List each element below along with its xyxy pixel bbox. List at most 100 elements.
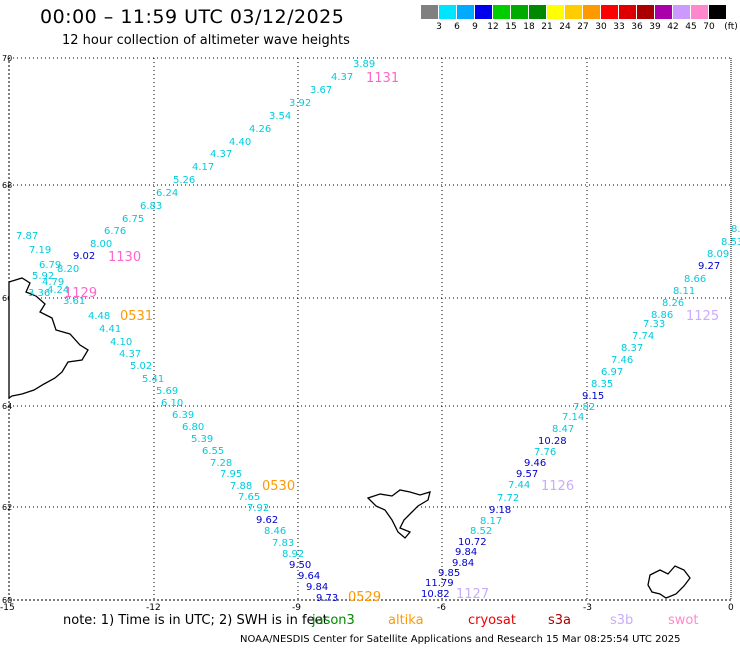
- track-time-label: 0529: [348, 590, 381, 605]
- colorbar-label: 3: [436, 22, 442, 32]
- track-time-label: 1127: [456, 587, 489, 602]
- track-time-label: 1131: [366, 71, 399, 86]
- colorbar-label: 27: [577, 22, 589, 32]
- satellite-legend-s3a: s3a: [548, 613, 572, 628]
- wave-height-label: 7.44: [508, 480, 530, 491]
- wave-height-label: 10.72: [458, 537, 487, 548]
- lon-tick-label: -9: [292, 603, 301, 613]
- map-subtitle: 12 hour collection of altimeter wave hei…: [62, 33, 350, 48]
- wave-height-label: 7.33: [643, 319, 665, 330]
- wave-height-label: 7.82: [573, 402, 595, 413]
- wave-height-label: 8.20: [57, 264, 79, 275]
- track-time-label: 1129: [64, 286, 97, 301]
- wave-height-label: 5.69: [156, 386, 178, 397]
- faroe-islands-coastline: [366, 489, 431, 539]
- wave-height-label: 9.84: [452, 558, 474, 569]
- wave-height-label: 9.02: [73, 251, 95, 262]
- wave-height-label: 8.92: [282, 549, 304, 560]
- lat-tick-label: 70: [2, 54, 12, 63]
- lon-tick-label: -6: [437, 603, 446, 613]
- wave-height-label: 8.86: [651, 310, 673, 321]
- iceland-coastline: [8, 277, 89, 400]
- wave-height-label: 7.76: [534, 447, 556, 458]
- wave-height-label: 7.14: [562, 412, 584, 423]
- satellite-legend-swot: swot: [668, 613, 699, 628]
- wave-height-label: 6.97: [601, 367, 623, 378]
- colorbar-swatch: [421, 5, 438, 19]
- wave-height-label: 7.95: [220, 469, 242, 480]
- wave-height-label: 8.9: [731, 224, 740, 235]
- satellite-legend-s3b: s3b: [610, 613, 634, 628]
- wave-height-label: 4.41: [99, 324, 121, 335]
- wave-height-label: 7.19: [29, 245, 51, 256]
- lon-tick-label: 0: [728, 603, 734, 613]
- track-time-label: 0530: [262, 479, 295, 494]
- colorbar-swatch: [457, 5, 474, 19]
- wave-height-label: 9.27: [698, 261, 720, 272]
- wave-height-label: 7.72: [497, 493, 519, 504]
- wave-height-label: 3.61: [63, 296, 85, 307]
- lon-tick-label: -15: [0, 603, 15, 613]
- colorbar-label: 70: [703, 22, 715, 32]
- wave-height-label: 3.89: [353, 59, 375, 70]
- wave-height-label: 8.00: [90, 239, 112, 250]
- colorbar-swatch: [709, 5, 726, 19]
- wave-height-label: 9.15: [582, 391, 604, 402]
- satellite-legend-cryosat: cryosat: [468, 613, 516, 628]
- lat-tick-label: 68: [2, 181, 12, 190]
- wave-height-label: 8.26: [662, 298, 684, 309]
- wave-height-label: 8.53: [721, 237, 740, 248]
- wave-height-label: 4.37: [331, 72, 353, 83]
- wave-height-label: 8.52: [470, 526, 492, 537]
- wave-height-label: 9.85: [438, 568, 460, 579]
- wave-height-label: 4.37: [119, 349, 141, 360]
- wave-height-label: 8.11: [673, 286, 695, 297]
- colorbar-label: 39: [649, 22, 661, 32]
- satellite-legend-jason3: jason3: [312, 613, 355, 628]
- lat-tick-label: 64: [2, 402, 12, 411]
- colorbar-label: 24: [559, 22, 571, 32]
- colorbar-label: 33: [613, 22, 625, 32]
- colorbar-label: 18: [523, 22, 535, 32]
- wave-height-label: 5.41: [142, 374, 164, 385]
- colorbar-swatch: [511, 5, 528, 19]
- wave-height-label: 6.76: [104, 226, 126, 237]
- wave-height-label: 6.79: [39, 260, 61, 271]
- lat-tick-label: 62: [2, 503, 12, 512]
- colorbar-swatch: [475, 5, 492, 19]
- wave-height-label: 4.10: [110, 337, 132, 348]
- colorbar-swatch: [565, 5, 582, 19]
- colorbar-swatch: [439, 5, 456, 19]
- wave-height-label: 9.73: [316, 593, 338, 604]
- lon-tick-label: -12: [146, 603, 161, 613]
- track-time-label: 1126: [541, 479, 574, 494]
- wave-height-label: 8.37: [621, 343, 643, 354]
- wave-height-label: 3.36: [28, 288, 50, 299]
- colorbar-label: 36: [631, 22, 643, 32]
- wave-height-label: 4.37: [210, 149, 232, 160]
- wave-height-label: 6.75: [122, 214, 144, 225]
- wave-height-label: 3.54: [269, 111, 291, 122]
- wave-height-label: 7.74: [632, 331, 654, 342]
- wave-height-label: 8.09: [707, 249, 729, 260]
- wave-height-label: 6.83: [140, 201, 162, 212]
- wave-height-label: 9.64: [298, 571, 320, 582]
- wave-height-label: 5.39: [191, 434, 213, 445]
- track-time-label: 0531: [120, 309, 153, 324]
- wave-height-label: 7.88: [230, 481, 252, 492]
- wave-height-label: 9.46: [524, 458, 546, 469]
- wave-height-label: 4.26: [249, 124, 271, 135]
- wave-height-label: 4.48: [88, 311, 110, 322]
- footer-note: note: 1) Time is in UTC; 2) SWH is in fe…: [63, 613, 328, 628]
- colorbar-swatch: [655, 5, 672, 19]
- wave-height-label: 4.17: [192, 162, 214, 173]
- lat-tick-label: 60: [2, 596, 12, 605]
- wave-height-label: 6.55: [202, 446, 224, 457]
- wave-height-label: 11.79: [425, 578, 454, 589]
- colorbar-unit: (ft): [724, 22, 738, 32]
- wave-height-label: 3.67: [310, 85, 332, 96]
- wave-height-label: 7.92: [247, 503, 269, 514]
- track-time-label: 1130: [108, 250, 141, 265]
- credit-line: NOAA/NESDIS Center for Satellite Applica…: [240, 634, 681, 645]
- wave-height-label: 10.82: [421, 589, 450, 600]
